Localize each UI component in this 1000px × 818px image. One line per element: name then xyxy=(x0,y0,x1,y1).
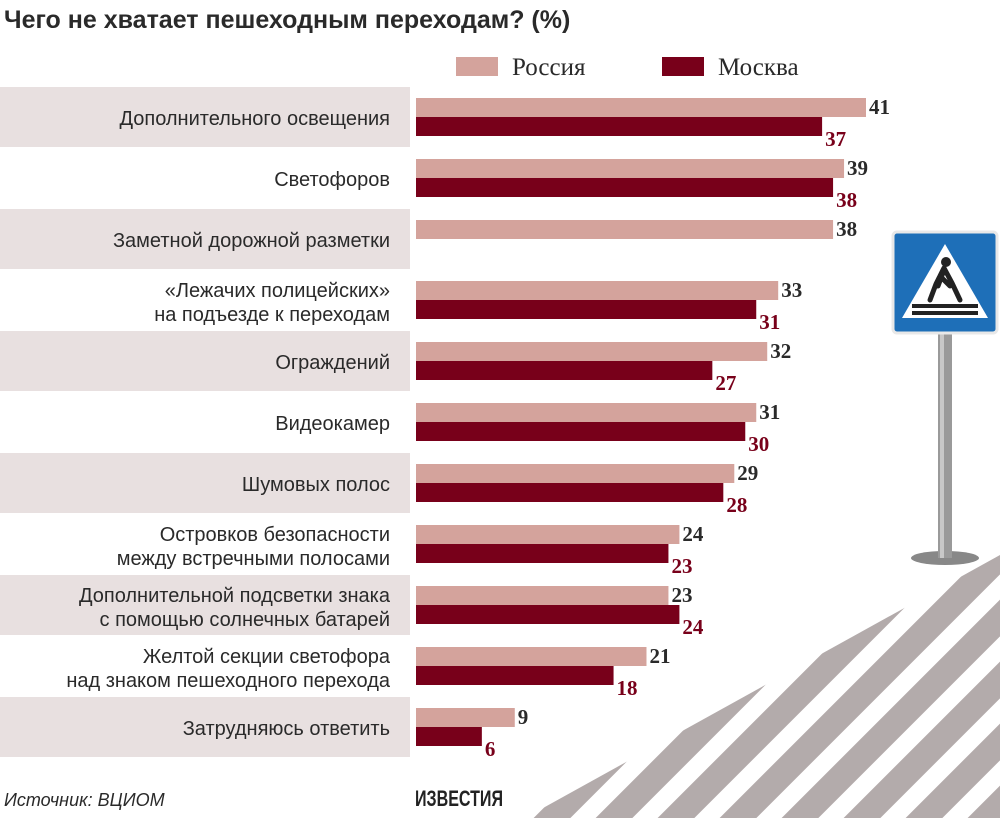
bar-moscow xyxy=(416,605,680,624)
izvestia-logo: ИЗВЕСТИЯ xyxy=(415,786,503,811)
category-label: Островков безопасности xyxy=(160,524,390,546)
row-band xyxy=(0,209,410,269)
bar-russia xyxy=(416,525,680,544)
category-label: Дополнительной подсветки знака xyxy=(79,585,391,607)
value-label-moscow: 27 xyxy=(715,371,736,395)
bar-russia xyxy=(416,281,779,300)
value-label-russia: 39 xyxy=(847,156,868,180)
value-label-russia: 32 xyxy=(770,339,791,363)
bar-row: Ограждений 32 27 xyxy=(0,331,791,395)
pedestrian-crossing-sign-icon xyxy=(891,230,999,565)
bar-russia xyxy=(416,98,866,117)
bar-russia xyxy=(416,647,647,666)
bar-moscow xyxy=(416,727,482,746)
value-label-moscow: 18 xyxy=(617,676,638,700)
stripe xyxy=(716,555,1000,818)
row-band xyxy=(0,575,410,635)
value-label-russia: 38 xyxy=(836,217,857,241)
value-label-moscow: 23 xyxy=(671,554,692,578)
category-label: Дополнительного освещения xyxy=(119,108,390,130)
source-note: Источник: ВЦИОМ xyxy=(4,790,165,810)
bar-row: Светофоров 39 38 xyxy=(274,156,868,212)
bar-russia xyxy=(416,342,768,361)
bar-row: Дополнительного освещения 41 37 xyxy=(0,87,890,151)
value-label-russia: 23 xyxy=(671,583,692,607)
category-label: Ограждений xyxy=(275,352,390,374)
legend-swatch-moscow xyxy=(662,57,704,76)
category-label: «Лежачих полицейских» xyxy=(165,280,390,302)
value-label-moscow: 6 xyxy=(485,737,496,761)
bar-russia xyxy=(416,220,834,239)
value-label-moscow: 30 xyxy=(748,432,769,456)
bar-moscow xyxy=(416,300,757,319)
category-label: с помощью солнечных батарей xyxy=(100,609,390,631)
value-label-moscow: 24 xyxy=(682,615,704,639)
value-label-russia: 9 xyxy=(518,705,529,729)
bar-russia xyxy=(416,464,735,483)
row-band xyxy=(0,697,410,757)
row-band xyxy=(0,331,410,391)
value-label-moscow: 28 xyxy=(726,493,747,517)
bar-moscow xyxy=(416,666,614,685)
legend: Россия Москва xyxy=(456,54,799,81)
category-label: над знаком пешеходного перехода xyxy=(66,670,391,692)
category-label: Светофоров xyxy=(274,169,390,191)
bar-row: Шумовых полос 29 28 xyxy=(0,453,758,517)
bar-russia xyxy=(416,708,515,727)
bar-moscow xyxy=(416,117,823,136)
value-label-russia: 41 xyxy=(869,95,890,119)
legend-swatch-russia xyxy=(456,57,498,76)
legend-label-russia: Россия xyxy=(512,54,586,81)
category-label: Шумовых полос xyxy=(242,474,390,496)
stripe xyxy=(840,555,1000,818)
bar-row: Видеокамер 31 30 xyxy=(275,400,780,456)
category-label: между встречными полосами xyxy=(117,548,390,570)
bar-russia xyxy=(416,403,757,422)
bar-row: Затрудняюсь ответить 96 xyxy=(0,697,528,761)
stripe xyxy=(902,555,1000,818)
bar-row: Заметной дорожной разметки 38 xyxy=(0,209,857,269)
bar-moscow xyxy=(416,422,746,441)
bar-moscow xyxy=(416,178,834,197)
category-label: Видеокамер xyxy=(275,413,390,435)
value-label-russia: 21 xyxy=(649,644,670,668)
value-label-moscow: 37 xyxy=(825,127,846,151)
legend-label-moscow: Москва xyxy=(718,54,799,81)
category-label: Желтой секции светофора xyxy=(143,646,391,668)
category-label: Заметной дорожной разметки xyxy=(113,230,390,252)
bar-russia xyxy=(416,586,669,605)
value-label-moscow: 38 xyxy=(836,188,857,212)
bar-row: «Лежачих полицейских»на подъезде к перех… xyxy=(154,278,802,334)
value-label-russia: 31 xyxy=(759,400,780,424)
bar-moscow xyxy=(416,544,669,563)
value-label-moscow: 31 xyxy=(759,310,780,334)
row-band xyxy=(0,87,410,147)
value-label-russia: 33 xyxy=(781,278,802,302)
bar-russia xyxy=(416,159,845,178)
bar-moscow xyxy=(416,483,724,502)
category-label: Затрудняюсь ответить xyxy=(183,718,390,740)
bar-moscow xyxy=(416,361,713,380)
chart-title: Чего не хватает пешеходным переходам? (%… xyxy=(4,6,570,34)
category-label: на подъезде к переходам xyxy=(154,304,390,326)
stripe xyxy=(778,555,1000,818)
value-label-russia: 29 xyxy=(737,461,758,485)
row-band xyxy=(0,453,410,513)
value-label-russia: 24 xyxy=(682,522,704,546)
